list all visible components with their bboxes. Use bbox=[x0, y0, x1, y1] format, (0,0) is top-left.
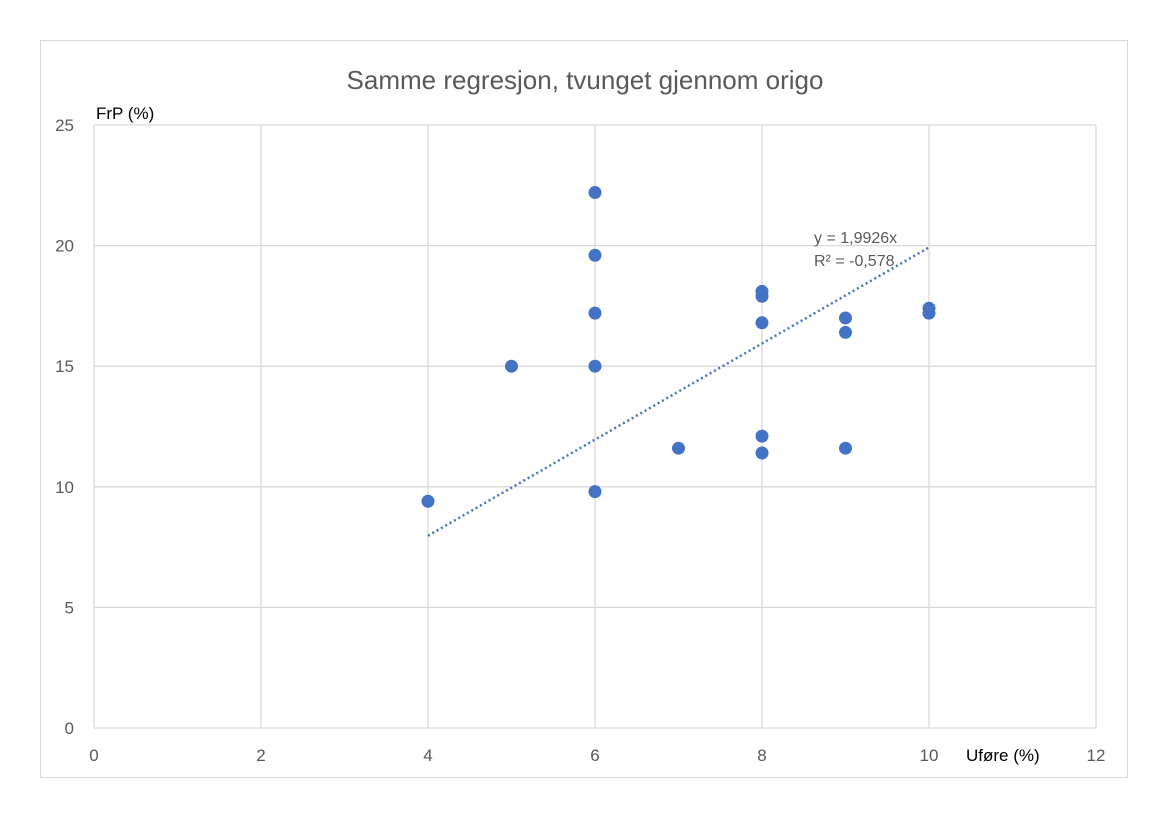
data-point bbox=[755, 429, 769, 443]
data-point bbox=[672, 441, 685, 455]
data-point bbox=[588, 306, 602, 320]
x-tick-label: 12 bbox=[1087, 746, 1106, 765]
x-tick-label: 2 bbox=[256, 746, 265, 765]
x-tick-label: 6 bbox=[590, 746, 599, 765]
x-axis-label: Uføre (%) bbox=[966, 746, 1040, 765]
data-point bbox=[588, 359, 602, 373]
data-point bbox=[839, 311, 852, 325]
y-tick-label: 10 bbox=[55, 478, 74, 497]
y-tick-label: 20 bbox=[55, 237, 74, 256]
y-tick-label: 5 bbox=[65, 598, 74, 617]
data-point bbox=[421, 494, 435, 508]
chart-area: Samme regresjon, tvunget gjennom origo F… bbox=[40, 40, 1128, 778]
y-tick-label: 25 bbox=[55, 116, 74, 135]
y-tick-label: 0 bbox=[65, 719, 74, 738]
x-tick-label: 4 bbox=[423, 746, 432, 765]
y-axis-label: FrP (%) bbox=[96, 104, 154, 123]
data-point bbox=[755, 446, 769, 460]
data-point bbox=[588, 485, 602, 499]
trendline-r-squared: R² = -0,578 bbox=[814, 253, 895, 270]
data-point bbox=[839, 441, 852, 455]
data-point bbox=[505, 359, 518, 373]
data-point bbox=[588, 248, 602, 262]
scatter-chart: Samme regresjon, tvunget gjennom origo F… bbox=[55, 65, 1106, 765]
data-point bbox=[755, 289, 769, 303]
data-point bbox=[839, 325, 852, 339]
y-tick-label: 15 bbox=[55, 357, 74, 376]
trendline-equation: y = 1,9926x bbox=[814, 230, 897, 247]
data-point bbox=[755, 316, 769, 330]
x-tick-label: 0 bbox=[89, 746, 98, 765]
chart-title: Samme regresjon, tvunget gjennom origo bbox=[347, 65, 824, 95]
x-tick-label: 8 bbox=[757, 746, 766, 765]
data-point bbox=[588, 186, 602, 200]
x-tick-label: 10 bbox=[920, 746, 939, 765]
data-point bbox=[922, 306, 936, 320]
trendline bbox=[427, 246, 930, 537]
